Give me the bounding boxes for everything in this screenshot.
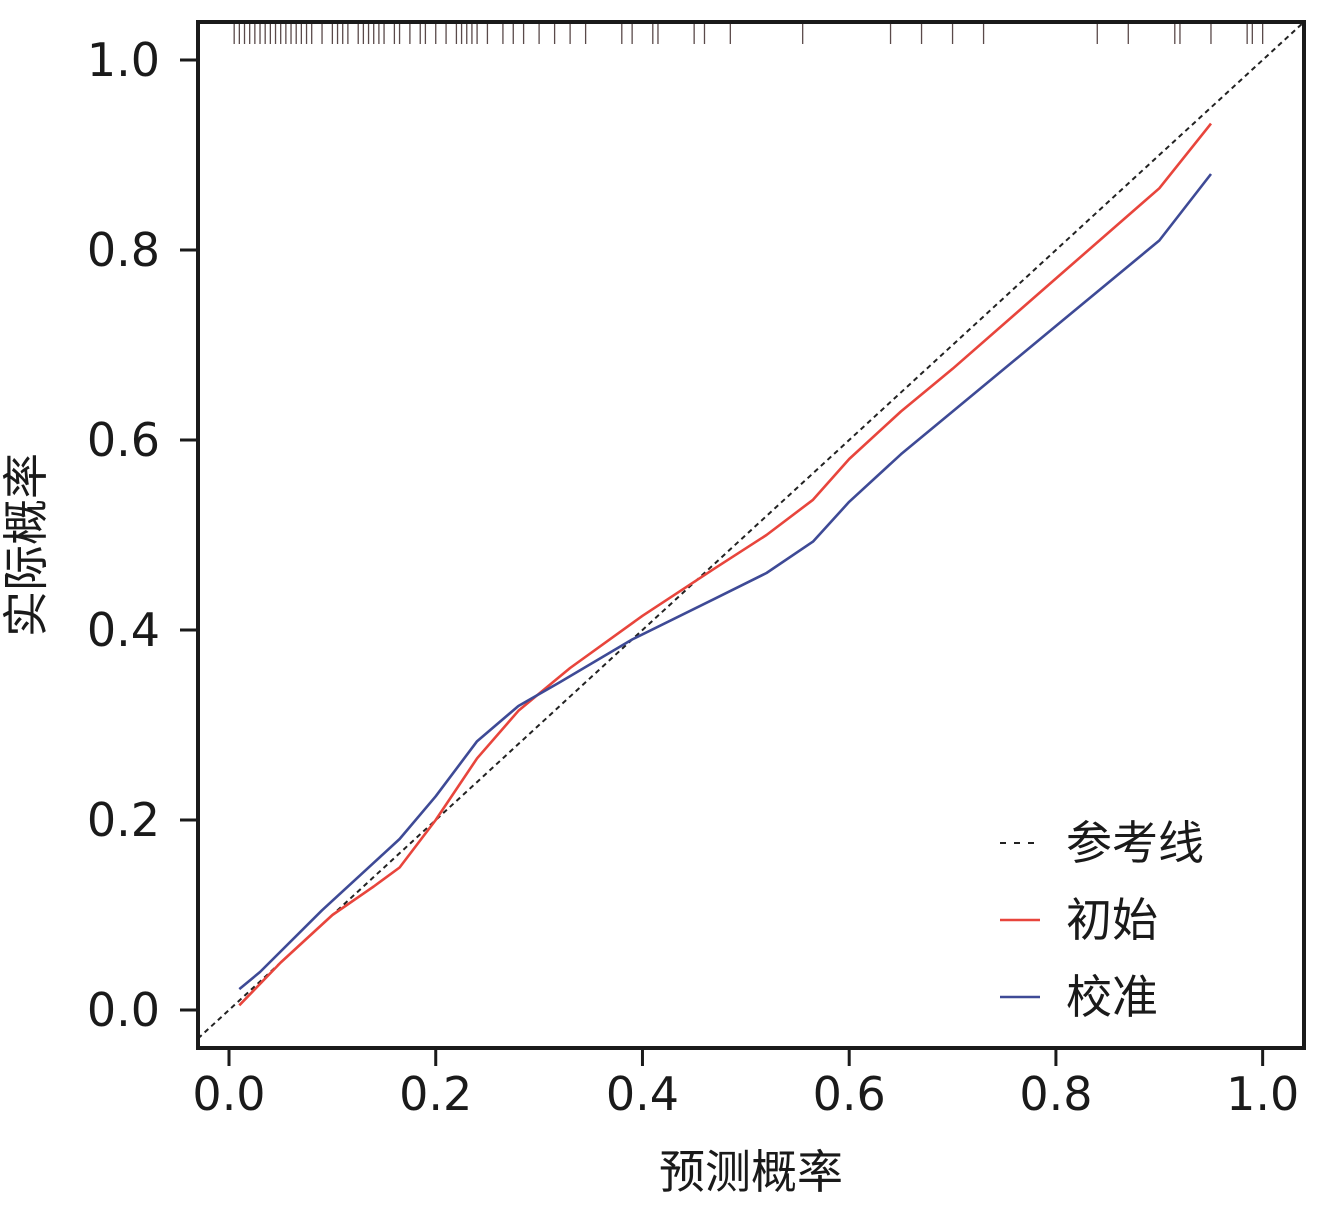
x-axis-ticks: 0.0 0.2 0.4 0.6 0.8 1.0	[192, 1048, 1299, 1121]
x-tick-label-4: 0.8	[1019, 1067, 1092, 1121]
legend-label-0: 参考线	[1066, 816, 1204, 870]
x-tick-label-5: 1.0	[1226, 1067, 1299, 1121]
rug-ticks	[233, 24, 1264, 44]
x-tick-label-1: 0.2	[399, 1067, 472, 1121]
y-tick-label-0: 0.0	[87, 983, 160, 1037]
series-lines	[198, 22, 1304, 1040]
series-line-2	[238, 173, 1213, 991]
y-tick-label-2: 0.4	[87, 603, 160, 657]
series-line-1	[238, 122, 1213, 1007]
y-axis-ticks: 0.0 0.2 0.4 0.6 0.8 1.0	[87, 33, 198, 1037]
legend-label-2: 校准	[1066, 970, 1158, 1024]
y-tick-label-4: 0.8	[87, 223, 160, 277]
x-tick-label-2: 0.4	[606, 1067, 679, 1121]
plot-frame	[196, 20, 1306, 1050]
y-tick-label-1: 0.2	[87, 793, 160, 847]
legend-label-1: 初始	[1066, 893, 1158, 947]
y-axis-label: 实际概率	[0, 453, 53, 637]
y-tick-label-3: 0.6	[87, 413, 160, 467]
x-tick-label-0: 0.0	[192, 1067, 265, 1121]
y-tick-label-5: 1.0	[87, 33, 160, 87]
x-tick-label-3: 0.6	[813, 1067, 886, 1121]
x-axis-label: 预测概率	[659, 1145, 843, 1199]
series-line-0	[198, 22, 1304, 1040]
